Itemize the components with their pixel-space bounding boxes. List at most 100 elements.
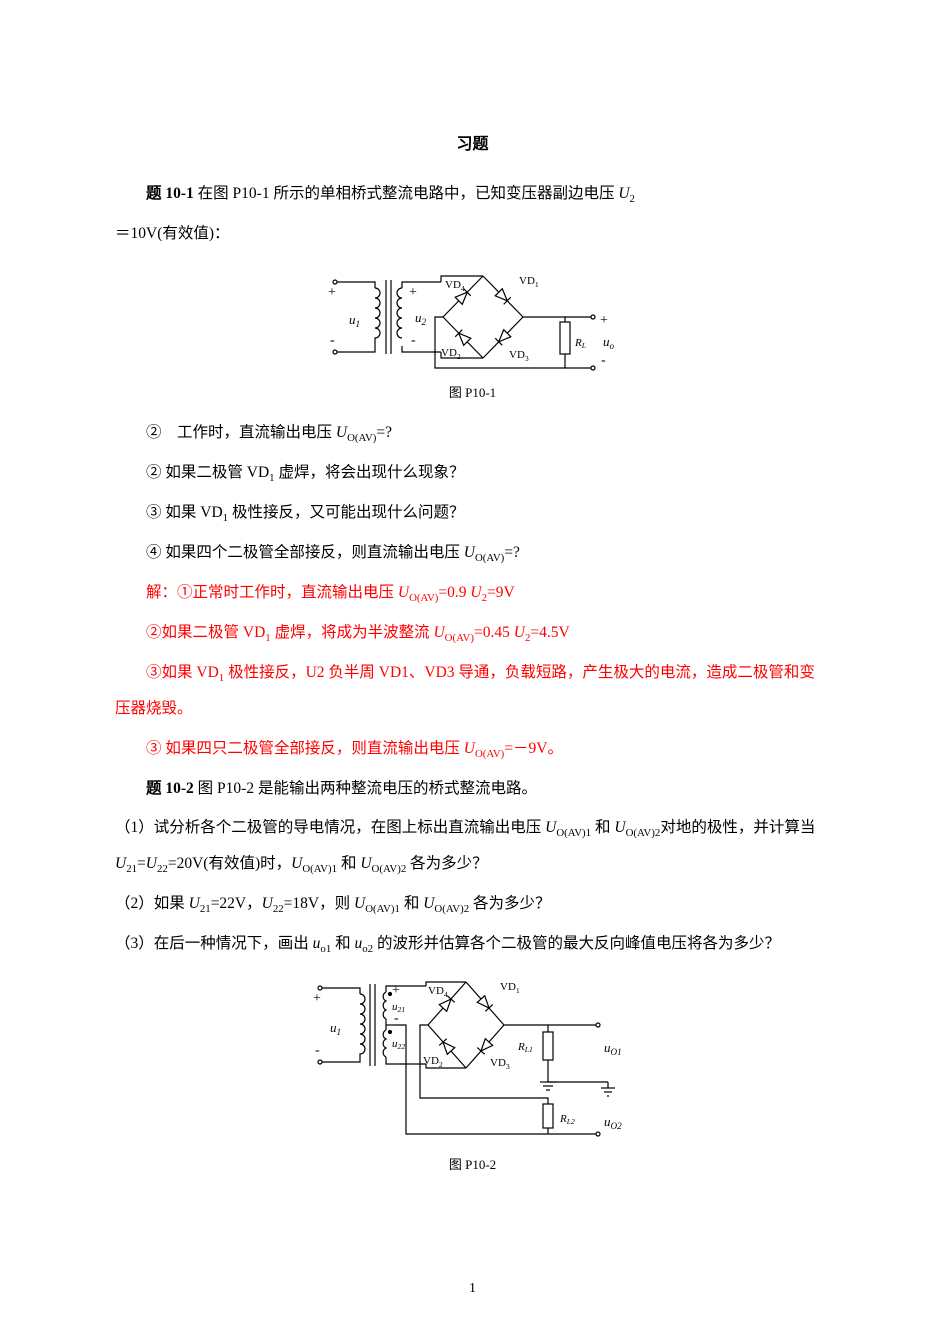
p10-2-q2: （2）如果 U21=22V，U22=18V，则 UO(AV)1 和 UO(AV)… bbox=[115, 886, 830, 922]
var: U bbox=[514, 624, 525, 641]
sub: O(AV) bbox=[475, 552, 504, 564]
text: 和 bbox=[331, 935, 354, 952]
p10-2-q1: （1）试分析各个二极管的导电情况，在图上标出直流输出电压 UO(AV)1 和 U… bbox=[115, 810, 830, 882]
text: ＝10V(有效值)： bbox=[115, 225, 230, 242]
text: 各为多少？ bbox=[406, 855, 487, 872]
text: 在图 P10-1 所示的单相桥式整流电路中，已知变压器副边电压 bbox=[194, 185, 619, 202]
text: =4.5V bbox=[530, 624, 569, 641]
var: U bbox=[398, 584, 409, 601]
text: ③如果 VD bbox=[146, 664, 219, 681]
sub: 22 bbox=[157, 863, 168, 875]
svg-text:u1: u1 bbox=[349, 312, 360, 329]
text: ④ 如果四个二极管全部接反，则直流输出电压 bbox=[146, 544, 464, 561]
var: U bbox=[189, 895, 200, 912]
sub: 21 bbox=[200, 903, 211, 915]
sub: O(AV)1 bbox=[302, 863, 337, 875]
sub: 22 bbox=[273, 903, 284, 915]
page-title: 习题 bbox=[115, 130, 830, 154]
var: U bbox=[433, 624, 444, 641]
var: U bbox=[336, 424, 347, 441]
ans4: ③ 如果四只二极管全部接反，则直流输出电压 UO(AV)=－9V。 bbox=[115, 731, 830, 767]
ans1: 解：①正常时工作时，直流输出电压 UO(AV)=0.9 U2=9V bbox=[115, 575, 830, 611]
var: U bbox=[354, 895, 365, 912]
fig-p10-1-caption: 图 P10-1 bbox=[449, 382, 496, 401]
text: 对地的极性，并计算当 bbox=[660, 819, 815, 836]
text: 各为多少？ bbox=[469, 895, 550, 912]
svg-text:VD1: VD1 bbox=[500, 981, 520, 995]
svg-text:RL1: RL1 bbox=[517, 1041, 533, 1054]
p10-2-intro: 题 10-2 图 P10-2 是能输出两种整流电压的桥式整流电路。 bbox=[115, 771, 830, 807]
text: =22V， bbox=[211, 895, 262, 912]
text: =9V bbox=[487, 584, 515, 601]
text: 图 P10-2 是能输出两种整流电压的桥式整流电路。 bbox=[194, 780, 537, 797]
svg-text:-: - bbox=[394, 1011, 399, 1026]
text: ③ 如果四只二极管全部接反，则直流输出电压 bbox=[146, 740, 464, 757]
p10-2-label: 题 10-2 bbox=[146, 780, 194, 797]
text: 解：①正常时工作时，直流输出电压 bbox=[146, 584, 398, 601]
text: 和 bbox=[591, 819, 614, 836]
p10-1-label: 题 10-1 bbox=[146, 185, 194, 202]
var: U bbox=[146, 855, 157, 872]
svg-text:VD4: VD4 bbox=[428, 985, 448, 999]
text: =－9V。 bbox=[504, 740, 563, 757]
ans2: ②如果二极管 VD1 虚焊，将成为半波整流 UO(AV)=0.45 U2=4.5… bbox=[115, 615, 830, 651]
text: =20V(有效值)时， bbox=[168, 855, 291, 872]
sub: O(AV) bbox=[475, 748, 504, 760]
ans3: ③如果 VD1 极性接反，U2 负半周 VD1、VD3 导通，负载短路，产生极大… bbox=[115, 655, 830, 727]
page-number: 1 bbox=[0, 1281, 945, 1297]
sub: O(AV)1 bbox=[556, 827, 591, 839]
sub: o1 bbox=[320, 943, 331, 955]
fig-p10-2-caption: 图 P10-2 bbox=[449, 1154, 496, 1173]
var: U bbox=[470, 584, 481, 601]
svg-text:uo: uo bbox=[603, 334, 615, 351]
svg-text:u1: u1 bbox=[330, 1020, 341, 1037]
sub: O(AV) bbox=[347, 432, 376, 444]
svg-text:VD3: VD3 bbox=[490, 1057, 510, 1071]
svg-text:RL: RL bbox=[574, 337, 586, 350]
text: 和 bbox=[400, 895, 423, 912]
text: =0.9 bbox=[438, 584, 470, 601]
sub: O(AV)2 bbox=[626, 827, 661, 839]
svg-text:u2: u2 bbox=[415, 310, 427, 327]
p10-1-intro: 题 10-1 在图 P10-1 所示的单相桥式整流电路中，已知变压器副边电压 U… bbox=[115, 176, 830, 212]
svg-text:+: + bbox=[313, 991, 321, 1006]
text: 虚焊，将会出现什么现象？ bbox=[275, 464, 465, 481]
sub: O(AV) bbox=[409, 592, 438, 604]
svg-text:+: + bbox=[600, 313, 608, 328]
p10-1-intro-2: ＝10V(有效值)： bbox=[115, 216, 830, 252]
var: U bbox=[545, 819, 556, 836]
text: =18V，则 bbox=[284, 895, 354, 912]
var: U bbox=[291, 855, 302, 872]
var-u2: U bbox=[618, 185, 629, 202]
q2: ② 如果二极管 VD1 虚焊，将会出现什么现象？ bbox=[115, 455, 830, 491]
var: U bbox=[115, 855, 126, 872]
text: ③ 如果 VD bbox=[146, 504, 223, 521]
text: （3）在后一种情况下，画出 bbox=[115, 935, 313, 952]
text: ② 如果二极管 VD bbox=[146, 464, 269, 481]
text: （1）试分析各个二极管的导电情况，在图上标出直流输出电压 bbox=[115, 819, 545, 836]
figure-p10-2: + - u1 + u21 - u22 VD4 VD1 VD2 VD3 RL1 R… bbox=[115, 970, 830, 1173]
svg-text:VD2: VD2 bbox=[441, 347, 461, 361]
text: 极性接反，又可能出现什么问题？ bbox=[228, 504, 464, 521]
svg-text:VD1: VD1 bbox=[519, 275, 539, 289]
var: U bbox=[614, 819, 625, 836]
sub: O(AV)2 bbox=[372, 863, 407, 875]
svg-text:+: + bbox=[392, 983, 400, 998]
var: U bbox=[464, 740, 475, 757]
page-body: 习题 题 10-1 在图 P10-1 所示的单相桥式整流电路中，已知变压器副边电… bbox=[0, 0, 945, 1227]
text: （2）如果 bbox=[115, 895, 189, 912]
text: =0.45 bbox=[474, 624, 514, 641]
svg-text:RL2: RL2 bbox=[559, 1113, 575, 1126]
svg-text:uO2: uO2 bbox=[604, 1114, 622, 1131]
sub: O(AV) bbox=[445, 632, 474, 644]
svg-text:+: + bbox=[409, 285, 417, 300]
text: =? bbox=[376, 424, 392, 441]
text: =? bbox=[504, 544, 520, 561]
text: ② 工作时，直流输出电压 bbox=[146, 424, 336, 441]
var: U bbox=[423, 895, 434, 912]
text: = bbox=[137, 855, 146, 872]
svg-text:VD3: VD3 bbox=[509, 349, 529, 363]
var-u2-sub: 2 bbox=[630, 193, 635, 205]
svg-text:-: - bbox=[601, 353, 606, 368]
text: 虚焊，将成为半波整流 bbox=[271, 624, 434, 641]
